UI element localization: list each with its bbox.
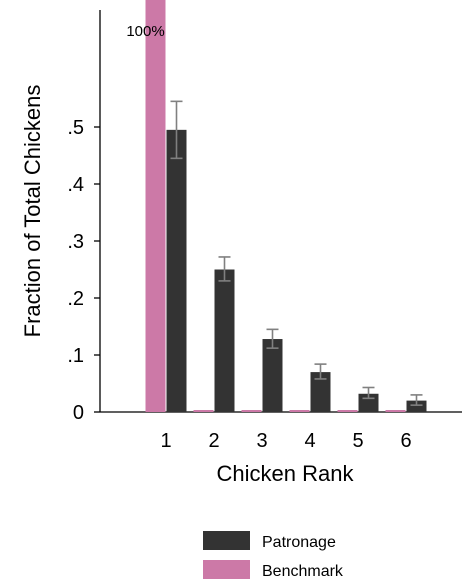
legend-label: Benchmark — [262, 563, 344, 580]
y-axis-title: Fraction of Total Chickens — [20, 85, 45, 338]
bar-benchmark-rank-3 — [241, 410, 262, 412]
legend-item-benchmark: Benchmark — [203, 560, 344, 580]
bar-patronage-rank-1 — [166, 129, 187, 412]
legend-item-patronage: Patronage — [203, 531, 336, 551]
annotations: 100% — [126, 23, 164, 40]
y-tick-label: .5 — [67, 117, 84, 139]
y-tick-label: .3 — [67, 231, 84, 253]
x-tick-label: 5 — [352, 430, 363, 452]
bar-patronage-rank-4 — [310, 372, 331, 412]
error-bar-rank-5 — [362, 386, 375, 400]
error-bar-rank-4 — [314, 363, 327, 380]
x-axis-title: Chicken Rank — [217, 461, 355, 486]
y-tick-label: 0 — [73, 402, 84, 424]
x-tick-label: 6 — [400, 430, 411, 452]
legend: Patronage Benchmark — [203, 531, 344, 580]
x-tick-label: 1 — [160, 430, 171, 452]
error-bar-rank-1 — [170, 100, 183, 160]
error-bar-rank-6 — [410, 394, 423, 406]
bar-benchmark-rank-1 — [145, 0, 166, 412]
bar-benchmark-rank-2 — [193, 410, 214, 412]
bar-benchmark-rank-4 — [289, 410, 310, 412]
bars — [145, 0, 427, 412]
legend-swatch — [203, 560, 250, 579]
x-ticks: 1 2 3 4 5 6 — [160, 430, 411, 452]
error-bar-rank-2 — [218, 256, 231, 282]
legend-label: Patronage — [262, 534, 336, 551]
error-bars — [170, 100, 423, 406]
bar-patronage-rank-3 — [262, 339, 283, 412]
bar-benchmark-rank-6 — [385, 410, 406, 412]
bar-benchmark-rank-5 — [337, 410, 358, 412]
y-tick-label: .2 — [67, 288, 84, 310]
x-tick-label: 3 — [256, 430, 267, 452]
bar-annotation: 100% — [126, 23, 164, 40]
bar-patronage-rank-2 — [214, 269, 235, 412]
bar-patronage-rank-6 — [406, 400, 427, 412]
error-bar-rank-3 — [266, 328, 279, 349]
legend-swatch — [203, 531, 250, 550]
x-tick-label: 4 — [304, 430, 315, 452]
y-ticks: 0 .1 .2 .3 .4 .5 — [67, 117, 100, 424]
y-tick-label: .1 — [67, 345, 84, 367]
x-tick-label: 2 — [208, 430, 219, 452]
y-tick-label: .4 — [67, 174, 84, 196]
